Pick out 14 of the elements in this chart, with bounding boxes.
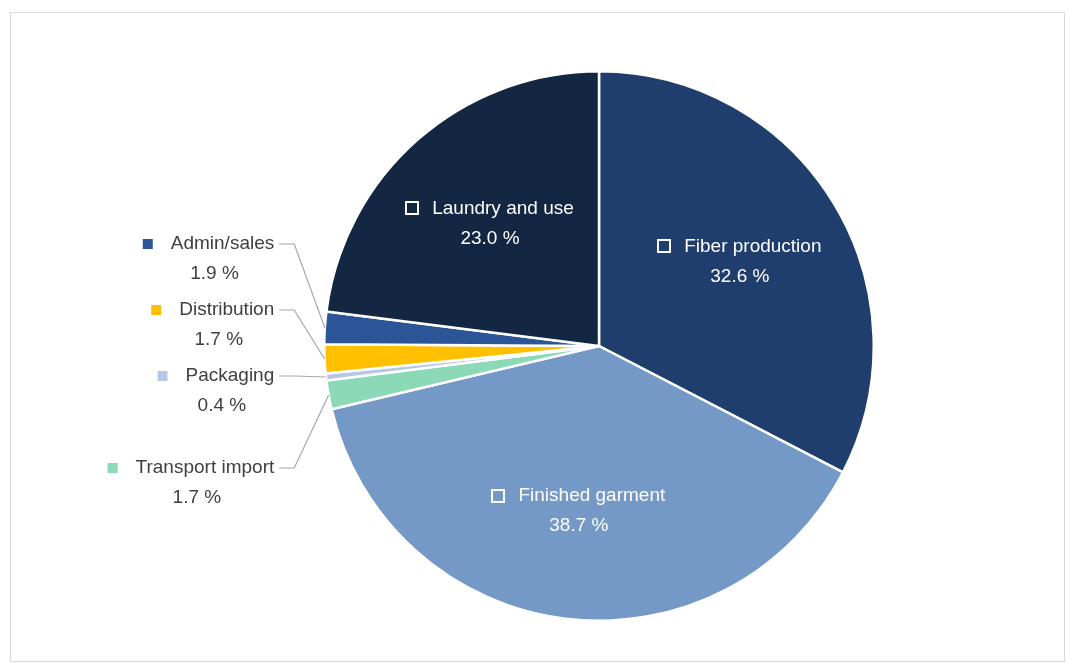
data-label: 32.6 %: [710, 264, 770, 286]
data-label: 1.7 %: [172, 486, 222, 508]
legend-label: Transport import: [135, 456, 275, 478]
data-label: 1.9 %: [190, 262, 239, 284]
legend-label: Finished garment: [518, 483, 666, 505]
data-label: 38.7 %: [549, 513, 609, 535]
legend-label: Laundry and use: [432, 196, 574, 218]
data-label: 1.7 %: [194, 328, 244, 350]
data-label: 0.4 %: [197, 394, 247, 416]
legend-label: Fiber production: [684, 234, 822, 256]
legend-label: Admin/sales: [170, 232, 275, 254]
data-label: 23.0 %: [460, 226, 520, 248]
legend-label: Distribution: [179, 298, 275, 320]
legend-label: Packaging: [185, 364, 275, 386]
